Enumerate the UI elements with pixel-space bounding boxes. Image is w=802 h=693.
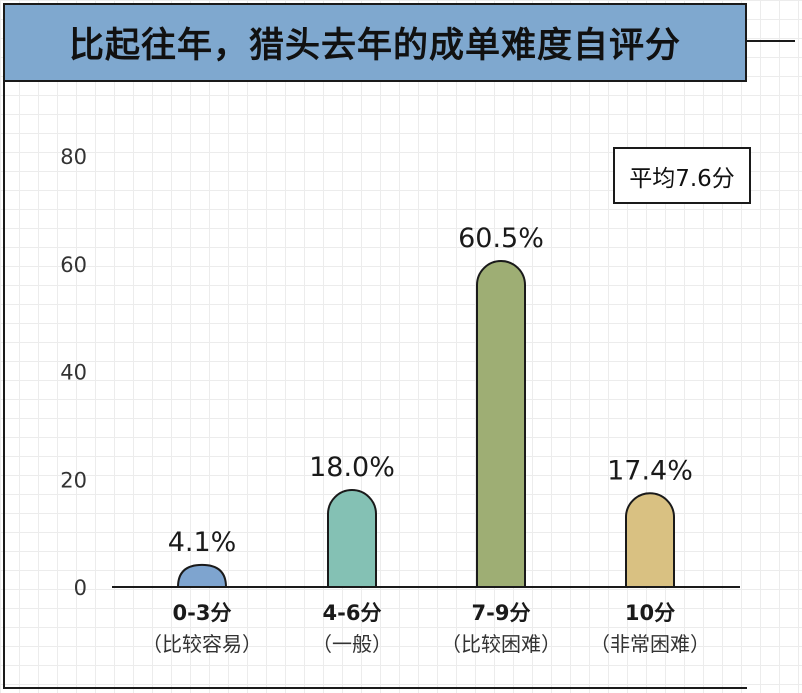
- category-note: （一般）: [312, 632, 392, 656]
- value-label: 18.0%: [309, 452, 395, 483]
- value-label: 17.4%: [607, 455, 693, 486]
- category-note: （非常困难）: [590, 632, 710, 656]
- y-tick-label: 80: [60, 145, 87, 169]
- category-note: （比较容易）: [142, 632, 262, 656]
- category-label: 0-3分: [173, 601, 232, 625]
- y-tick-label: 60: [60, 253, 87, 277]
- bar-4: [625, 492, 675, 588]
- bar-1: [176, 563, 228, 588]
- title-connector-line: [747, 40, 795, 42]
- value-label: 60.5%: [458, 223, 544, 254]
- category-label: 4-6分: [323, 601, 382, 625]
- bar-3: [476, 260, 526, 588]
- chart-frame: [3, 40, 747, 689]
- y-tick-label: 20: [60, 468, 87, 492]
- chart-title: 比起往年，猎头去年的成单难度自评分: [68, 26, 681, 66]
- average-score-badge: 平均7.6分: [613, 147, 751, 204]
- y-tick-label: 40: [60, 361, 87, 385]
- category-note: （比较困难）: [441, 632, 561, 656]
- y-tick-label: 0: [74, 576, 87, 600]
- value-label: 4.1%: [168, 527, 237, 558]
- bar-2: [327, 489, 377, 588]
- title-bar: 比起往年，猎头去年的成单难度自评分: [3, 3, 747, 82]
- category-label: 7-9分: [472, 601, 531, 625]
- average-score-label: 平均7.6分: [629, 165, 735, 192]
- category-label: 10分: [625, 601, 675, 625]
